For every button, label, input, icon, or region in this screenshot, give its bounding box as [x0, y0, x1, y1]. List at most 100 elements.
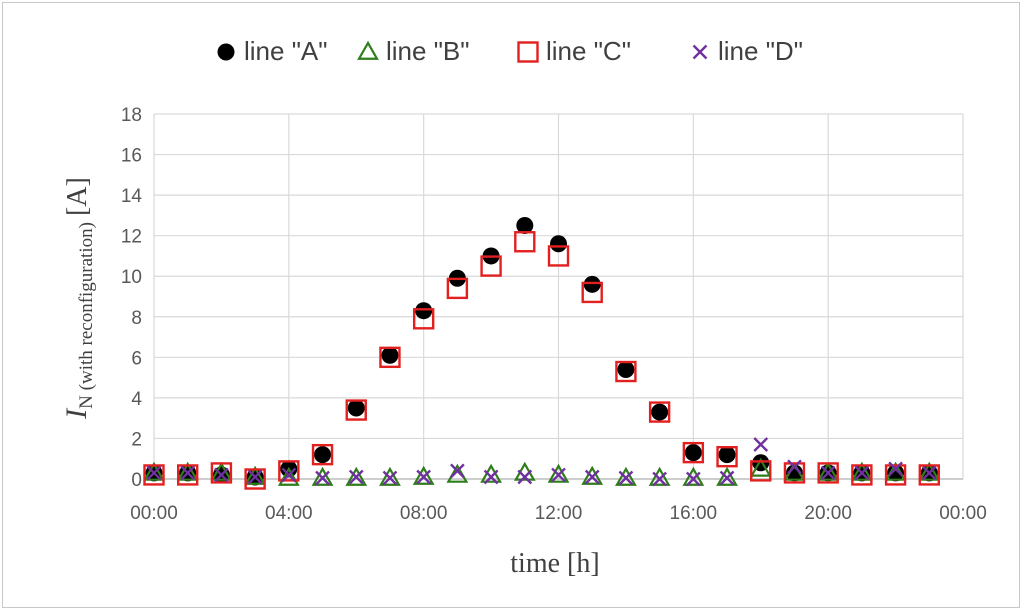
y-axis-subscript: N (with reconfiguration) [76, 222, 97, 409]
y-tick-label: 16 [121, 146, 142, 167]
y-axis-unit: [A] [62, 177, 93, 216]
data-point [412, 308, 435, 330]
y-tick-label: 10 [121, 267, 142, 288]
y-tick-label: 6 [131, 348, 142, 369]
data-point [851, 464, 873, 486]
data-point [315, 470, 330, 486]
y-axis-tick-labels: 0 2 4 6 8 10 12 14 16 18 [121, 105, 143, 491]
y-tick-label: 18 [121, 105, 142, 126]
legend-label: line "A" [244, 36, 328, 66]
x-tick-label: 08:00 [400, 503, 448, 524]
data-point [382, 470, 398, 486]
data-point [684, 444, 702, 462]
data-point [348, 469, 364, 485]
legend-marker [217, 43, 235, 61]
series-a [145, 217, 938, 486]
data-point [850, 461, 873, 481]
x-tick-label: 04:00 [265, 503, 313, 524]
data-point [517, 469, 533, 485]
data-point [753, 437, 769, 452]
data-point [921, 465, 937, 481]
data-point [749, 457, 772, 477]
legend-item: line "C" [517, 36, 631, 66]
series-c [143, 231, 940, 490]
data-point [685, 471, 701, 487]
series-d [146, 437, 937, 487]
y-tick-label: 2 [131, 429, 142, 450]
data-point [180, 465, 196, 481]
legend-label: line "D" [718, 36, 803, 66]
data-point [918, 464, 940, 486]
data-point [583, 275, 601, 293]
x-axis-title: time [h] [510, 548, 599, 579]
data-point [854, 465, 870, 481]
y-tick-label: 4 [131, 389, 142, 410]
data-marks [143, 217, 941, 490]
data-point [244, 468, 266, 490]
data-point [412, 465, 435, 485]
data-point [244, 465, 267, 485]
data-point [379, 466, 401, 486]
data-point [615, 360, 637, 383]
data-point [146, 465, 162, 481]
gridlines [153, 113, 964, 480]
data-point [718, 446, 736, 464]
data-point [817, 462, 839, 484]
data-point [210, 462, 233, 484]
data-point [416, 469, 432, 485]
data-point [547, 245, 570, 267]
data-point [787, 459, 802, 475]
data-point [247, 469, 263, 485]
data-point [415, 302, 433, 320]
data-point [581, 465, 604, 485]
legend-item: line "B" [357, 36, 470, 66]
data-point [615, 466, 637, 486]
data-point [281, 467, 297, 483]
data-point [581, 281, 603, 304]
data-point [783, 462, 806, 484]
data-point [450, 463, 465, 479]
y-tick-label: 14 [121, 186, 143, 207]
data-point [143, 464, 165, 486]
data-point [311, 443, 334, 466]
data-point [648, 401, 671, 423]
legend-marker [357, 40, 379, 60]
data-point [750, 460, 772, 482]
data-point [716, 466, 738, 486]
legend-marker [517, 41, 539, 63]
data-point [516, 217, 534, 235]
data-point [716, 445, 738, 468]
x-tick-label: 20:00 [804, 503, 852, 524]
data-point [682, 441, 705, 464]
data-point [345, 466, 368, 486]
legend-marker [692, 44, 708, 60]
data-point [278, 460, 300, 482]
y-tick-label: 12 [121, 227, 142, 248]
data-point [277, 466, 300, 486]
data-point [311, 466, 334, 486]
y-axis-symbol: I [60, 407, 93, 420]
data-point [652, 471, 667, 487]
data-point [551, 467, 566, 483]
data-point [887, 464, 905, 482]
data-point [719, 470, 735, 486]
x-tick-label: 12:00 [535, 503, 583, 524]
y-axis-title: IN (with reconfiguration) [A] [60, 177, 97, 420]
data-point [379, 346, 401, 369]
y-tick-label: 8 [131, 308, 142, 329]
data-point [618, 470, 634, 486]
data-point [820, 465, 836, 481]
legend-item: line "A" [217, 36, 328, 66]
data-point [177, 464, 199, 486]
data-point [176, 461, 199, 481]
legend-label: line "C" [546, 36, 631, 66]
data-point [143, 461, 165, 481]
y-tick-label: 0 [131, 470, 142, 491]
legend-label: line "B" [386, 36, 470, 66]
data-point [446, 277, 469, 300]
data-point [884, 464, 907, 486]
x-tick-label: 00:00 [130, 503, 178, 524]
x-tick-label: 00:00 [939, 503, 987, 524]
data-point [480, 255, 502, 277]
